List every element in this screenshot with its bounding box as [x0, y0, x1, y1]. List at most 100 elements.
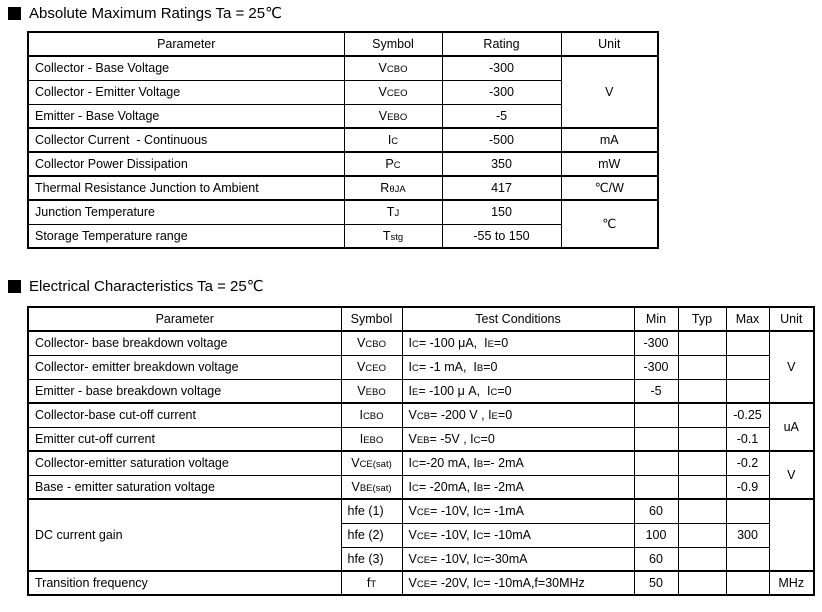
subscript-text: C: [476, 530, 484, 542]
subscript-text: C: [391, 135, 399, 147]
table-cell: 150: [441, 199, 562, 225]
table-cell: IC= -1 mA, IB=0: [401, 354, 635, 380]
column-header-max: Max: [725, 306, 770, 332]
table-cell: -300: [441, 79, 562, 105]
table-cell: Thermal Resistance Junction to Ambient: [27, 175, 345, 201]
table-cell: ℃/W: [560, 175, 659, 201]
table-cell: Collector-base cut-off current: [27, 402, 342, 428]
table-row: hfe (3) VCE= -10V, IC=-30mA 60: [28, 546, 814, 572]
table-cell: -5: [441, 103, 562, 129]
table-cell: 60: [633, 498, 679, 524]
table-cell: [725, 498, 770, 524]
table-cell: VCEO: [343, 79, 443, 105]
subscript-text: EBO: [365, 386, 386, 398]
table-cell: mA: [560, 127, 659, 153]
table-cell: mW: [560, 151, 659, 177]
table-cell: -0.1: [725, 426, 770, 452]
table-cell: 300: [725, 522, 770, 548]
table-cell: VEB= -5V , IC=0: [401, 426, 635, 452]
table-cell: VCE= -10V, IC= -10mA: [401, 522, 635, 548]
table-cell: Collector - Emitter Voltage: [27, 79, 345, 105]
column-header-test-conditions: Test Conditions: [401, 306, 635, 332]
table-cell: [677, 354, 727, 380]
table-cell: -0.2: [725, 450, 770, 476]
table-cell: IC= -100 μA, IE=0: [401, 330, 635, 356]
table-cell: Base - emitter saturation voltage: [27, 474, 342, 500]
table-cell: IEBO: [340, 426, 403, 452]
table-cell: VCBO: [340, 330, 403, 356]
table-row: Thermal Resistance Junction to Ambient Rθ…: [27, 175, 659, 201]
column-header-symbol: Symbol: [340, 306, 403, 332]
table-cell: Collector- base breakdown voltage: [27, 330, 342, 356]
electrical-characteristics-table: Parameter Symbol Test Conditions Min Typ Max U…: [27, 306, 815, 596]
subscript-text: CEO: [386, 87, 408, 99]
subscript-text: C: [476, 554, 484, 566]
table-cell: [677, 450, 727, 476]
table-cell: VCB= -200 V , IE=0: [401, 402, 635, 428]
table-row: Emitter - base breakdown voltage VEBO IE= …: [27, 378, 814, 404]
table-cell: Collector Current - Continuous: [27, 127, 345, 153]
table-cell: [677, 522, 727, 548]
table-cell: V: [768, 450, 815, 500]
column-header-typ: Typ: [677, 306, 727, 332]
table-cell: [725, 570, 770, 596]
table-cell: [677, 426, 727, 452]
table-cell: -300: [441, 55, 562, 81]
table-cell: Tstg: [343, 223, 443, 249]
subscript-text: stg: [390, 231, 404, 243]
table-cell: [633, 474, 679, 500]
table-row: Collector-base cut-off current ICBO VCB= -…: [27, 402, 815, 452]
table-row: Emitter - Base Voltage VEBO -5: [27, 103, 658, 129]
table-cell: VBE(sat): [340, 474, 403, 500]
table-cell: VCE(sat): [340, 450, 403, 476]
section-bullet-icon: [8, 280, 21, 293]
column-header-rating: Rating: [441, 31, 562, 57]
column-header-min: Min: [633, 306, 679, 332]
subscript-text: C: [411, 482, 419, 494]
subscript-text: C: [411, 339, 419, 350]
table-cell: Emitter - Base Voltage: [27, 103, 345, 129]
table-cell: TJ: [343, 199, 443, 225]
table-cell: -5: [633, 378, 679, 404]
subscript-text: E: [487, 339, 494, 350]
table-cell: [768, 498, 815, 572]
table-cell: [633, 426, 679, 452]
table-cell: V: [560, 55, 659, 129]
table-cell: PC: [343, 151, 443, 177]
table-cell: IC=-20 mA, IB=- 2mA: [401, 450, 635, 476]
table-cell: RθJA: [343, 175, 443, 201]
section-title-electrical-characteristics: Electrical Characteristics Ta = 25℃: [8, 279, 264, 294]
table-cell: [677, 402, 727, 428]
subscript-text: C: [476, 578, 484, 590]
table-cell: ICBO: [340, 402, 403, 428]
subscript-text: CE(sat): [359, 459, 392, 470]
subscript-text: CE: [416, 530, 431, 542]
table-row: Collector- base breakdown voltage VCBO IC=…: [27, 330, 815, 404]
subscript-text: CE: [416, 507, 431, 518]
subscript-text: θJA: [389, 183, 406, 195]
subscript-text: C: [411, 459, 419, 470]
subscript-text: CE: [416, 554, 431, 566]
table-row: Transition frequency fT VCE= -20V, IC= -10…: [27, 570, 815, 596]
subscript-text: EBO: [363, 434, 384, 446]
subscript-text: B: [476, 459, 484, 470]
table-row: Collector- emitter breakdown voltage VCEO…: [27, 354, 814, 380]
table-cell: fT: [340, 570, 403, 596]
column-header-parameter: Parameter: [27, 306, 342, 332]
subscript-text: CBO: [362, 411, 384, 422]
table-cell: VCEO: [340, 354, 403, 380]
subscript-text: BE(sat): [359, 482, 392, 494]
subscript-text: EB: [416, 434, 430, 446]
table-cell: [633, 450, 679, 476]
table-cell: -0.9: [725, 474, 770, 500]
subscript-text: CEO: [365, 362, 386, 374]
table-row: Storage Temperature range Tstg -55 to 150: [27, 223, 658, 249]
table-cell: IC: [343, 127, 443, 153]
table-cell: Transition frequency: [27, 570, 342, 596]
table-cell: -300: [633, 354, 679, 380]
column-header-parameter: Parameter: [27, 31, 345, 57]
table-cell: [677, 570, 727, 596]
table-cell: Collector - Base Voltage: [27, 55, 345, 81]
header-row: Parameter Symbol Test Conditions Min Typ Max U…: [27, 306, 815, 332]
